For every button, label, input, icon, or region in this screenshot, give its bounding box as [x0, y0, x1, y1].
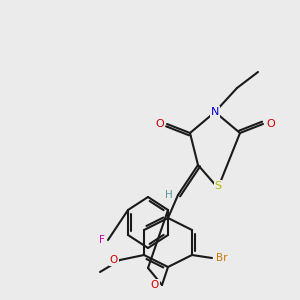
- Text: H: H: [165, 190, 173, 200]
- Text: Br: Br: [216, 253, 227, 263]
- Text: O: O: [155, 119, 164, 129]
- Text: O: O: [266, 119, 275, 129]
- Text: F: F: [99, 235, 105, 245]
- Text: O: O: [110, 255, 118, 265]
- Text: S: S: [214, 181, 222, 191]
- Text: O: O: [151, 280, 159, 290]
- Text: N: N: [211, 107, 219, 117]
